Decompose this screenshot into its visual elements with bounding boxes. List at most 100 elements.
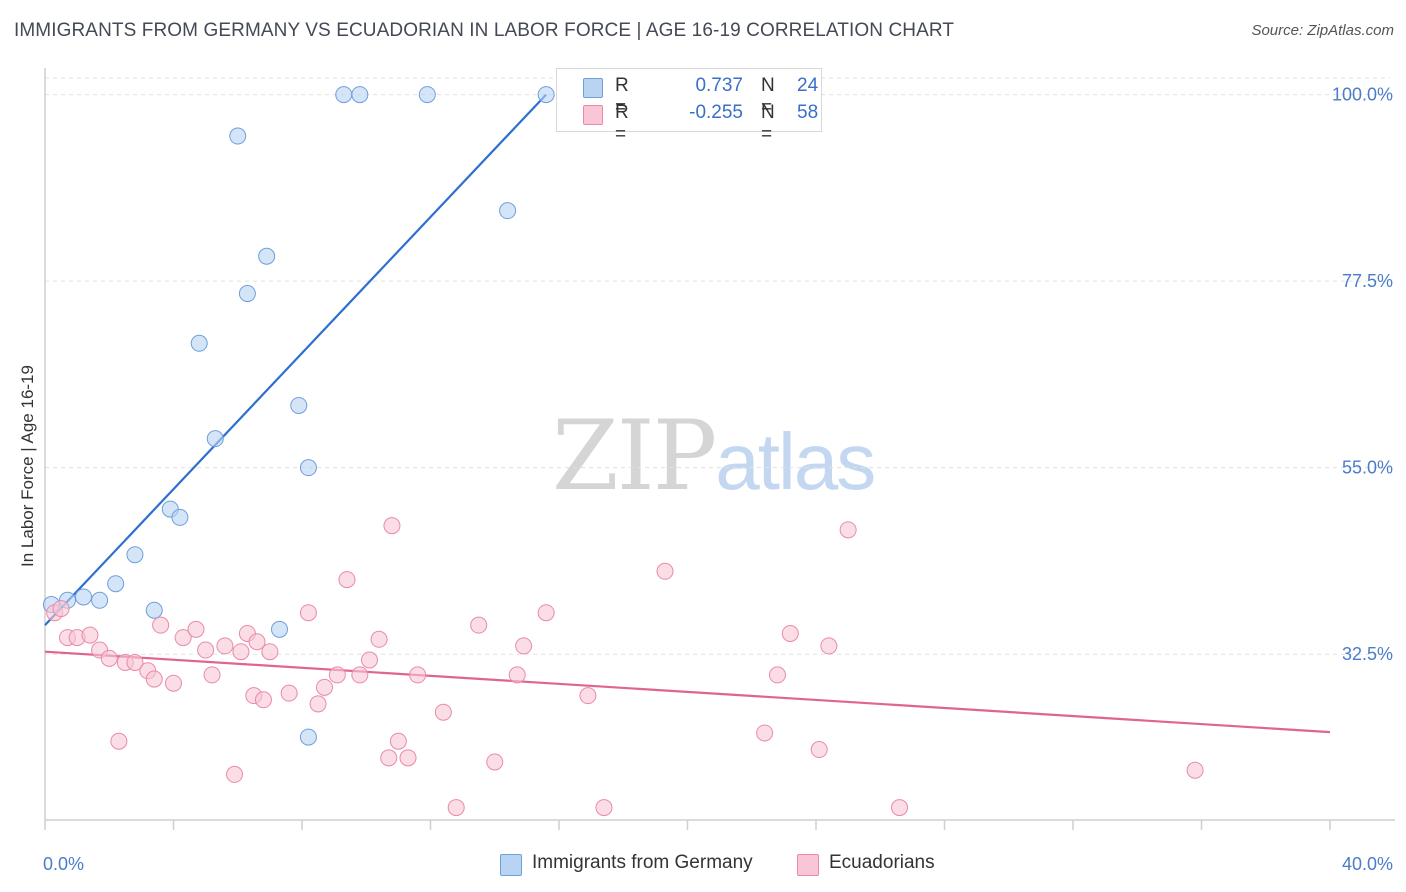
point-ecuadorian: [328, 666, 346, 684]
point-ecuadorian: [338, 571, 356, 589]
point-ecuadorian: [389, 732, 407, 750]
point-germany: [335, 86, 353, 104]
legend-n-value: 58: [797, 102, 819, 123]
point-ecuadorian: [579, 687, 597, 705]
point-ecuadorian: [197, 641, 215, 659]
point-germany: [190, 334, 208, 352]
point-germany: [299, 728, 317, 746]
watermark: ZIPatlas: [552, 400, 876, 512]
point-ecuadorian: [145, 670, 163, 688]
point-germany: [238, 285, 256, 303]
point-ecuadorian: [537, 604, 555, 622]
bottom-legend-swatch-ecuadorians: [797, 854, 819, 876]
legend-n-value: 24: [797, 75, 819, 96]
point-ecuadorian: [203, 666, 221, 684]
point-germany: [499, 202, 517, 220]
point-ecuadorian: [248, 633, 266, 651]
point-ecuadorian: [351, 666, 369, 684]
y-tick-label: 100.0%: [1332, 85, 1393, 105]
point-ecuadorian: [216, 637, 234, 655]
bottom-legend-swatch-germany: [500, 854, 522, 876]
data-points: [42, 86, 1204, 817]
point-ecuadorian: [100, 649, 118, 667]
point-ecuadorian: [370, 630, 388, 648]
point-ecuadorian: [380, 749, 398, 767]
point-ecuadorian: [187, 620, 205, 638]
y-tick-label: 77.5%: [1342, 271, 1393, 291]
point-ecuadorian: [174, 629, 192, 647]
point-germany: [145, 601, 163, 619]
point-ecuadorian: [656, 562, 674, 580]
legend-n-label: N =: [761, 75, 775, 118]
point-ecuadorian: [309, 695, 327, 713]
legend-r-value: -0.255: [689, 102, 743, 123]
legend-r-value: 0.737: [695, 75, 743, 96]
tick-labels: 32.5% 55.0% 77.5% 100.0% 0.0% 40.0%: [43, 85, 1393, 874]
point-germany: [107, 575, 125, 593]
point-ecuadorian: [447, 799, 465, 817]
point-ecuadorian: [781, 624, 799, 642]
y-tick-label: 55.0%: [1342, 458, 1393, 478]
point-germany: [271, 620, 289, 638]
point-ecuadorian: [891, 799, 909, 817]
point-ecuadorian: [299, 604, 317, 622]
source-label: Source: ZipAtlas.com: [1251, 22, 1394, 39]
point-ecuadorian: [52, 600, 70, 618]
point-ecuadorian: [81, 626, 99, 644]
point-germany: [351, 86, 369, 104]
point-ecuadorian: [768, 666, 786, 684]
point-germany: [418, 86, 436, 104]
point-germany: [258, 247, 276, 265]
correlation-legend: R = 0.737 N = 24 R = -0.255 N = 58: [556, 68, 822, 145]
point-ecuadorian: [486, 753, 504, 771]
legend-swatch-germany: [583, 78, 603, 98]
legend-n-label: N =: [761, 102, 775, 145]
trend-lines: [44, 93, 1331, 734]
trend-line-germany: [44, 93, 547, 626]
point-ecuadorian: [839, 521, 857, 539]
point-ecuadorian: [315, 678, 333, 696]
point-ecuadorian: [470, 616, 488, 634]
point-germany: [75, 588, 93, 606]
point-ecuadorian: [383, 517, 401, 535]
point-ecuadorian: [820, 637, 838, 655]
point-ecuadorian: [110, 732, 128, 750]
point-ecuadorian: [152, 616, 170, 634]
point-ecuadorian: [515, 637, 533, 655]
point-ecuadorian: [810, 741, 828, 759]
point-ecuadorian: [165, 674, 182, 692]
x-tick-label: 40.0%: [1342, 854, 1393, 874]
point-ecuadorian: [399, 749, 417, 767]
watermark-zip: ZIP: [552, 400, 717, 512]
point-germany: [299, 459, 317, 477]
point-germany: [537, 86, 555, 104]
axes: [44, 68, 1395, 830]
point-ecuadorian: [595, 799, 613, 817]
point-ecuadorian: [226, 765, 244, 783]
bottom-legend-label: Ecuadorians: [829, 852, 935, 873]
trend-line-ecuadorian: [44, 650, 1331, 734]
legend-swatch-ecuadorians: [583, 105, 603, 125]
point-germany: [206, 430, 224, 448]
point-ecuadorian: [1186, 761, 1204, 779]
chart-title: IMMIGRANTS FROM GERMANY VS ECUADORIAN IN…: [14, 20, 955, 41]
watermark-atlas: atlas: [715, 417, 876, 506]
legend-r-label: R =: [615, 102, 629, 145]
bottom-legend-label: Immigrants from Germany: [532, 852, 753, 873]
point-germany: [290, 396, 308, 414]
y-tick-label: 32.5%: [1342, 644, 1393, 664]
point-germany: [171, 508, 189, 526]
legend-r-label: R =: [615, 75, 629, 118]
point-germany: [91, 591, 109, 609]
point-ecuadorian: [756, 724, 774, 742]
x-tick-label: 0.0%: [43, 854, 84, 874]
point-ecuadorian: [261, 643, 279, 661]
point-ecuadorian: [280, 684, 298, 702]
point-ecuadorian: [434, 703, 452, 721]
point-germany: [229, 127, 247, 145]
point-ecuadorian: [360, 651, 378, 669]
point-germany: [126, 546, 144, 564]
point-ecuadorian: [254, 691, 272, 709]
grid-lines: [45, 77, 1390, 655]
